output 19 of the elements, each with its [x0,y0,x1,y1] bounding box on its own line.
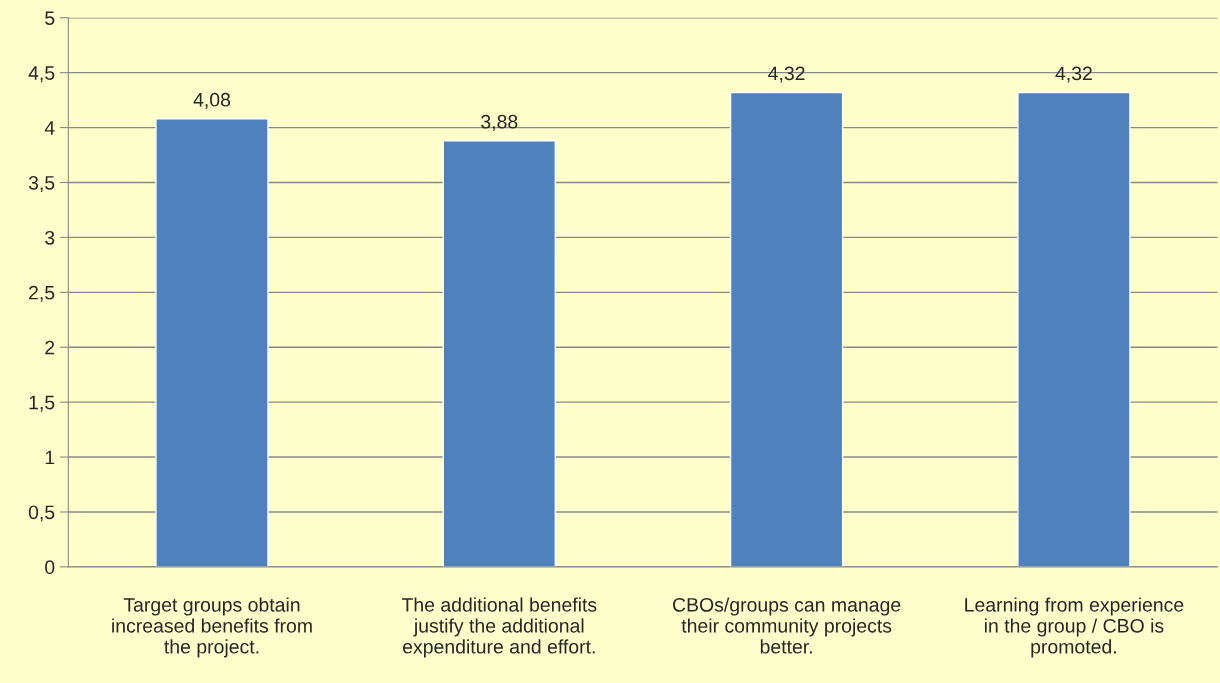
x-tick-label: The additional benefits justify the additional expenditure and effort. [401,597,597,658]
y-tick-label: 1,5 [29,395,55,412]
y-tick-label: 4,5 [28,66,55,83]
y-tick-label: 3,5 [28,175,55,193]
y-tick-label: 4 [44,121,55,135]
y-tick-label: 2 [45,340,55,355]
data-label: 3,88 [481,114,518,131]
x-tick-label: Target groups obtain increased benefits from the project. [112,597,312,658]
x-tick-label: Learning from experience in the group / CBO is promoted. [965,597,1184,658]
y-tick-label: 0 [45,560,55,575]
y-tick-label: 3 [45,230,55,245]
x-tick-label: CBOs/groups can manage their community projects better. [673,597,901,654]
data-label: 4,32 [1055,66,1092,83]
y-tick-label: 2,5 [29,285,55,302]
y-tick-label: 0,5 [28,505,55,522]
data-label: 4,08 [193,92,231,109]
y-tick-label: 1 [45,450,55,465]
y-tick-label: 5 [45,11,55,25]
data-label: 4,32 [768,66,805,83]
